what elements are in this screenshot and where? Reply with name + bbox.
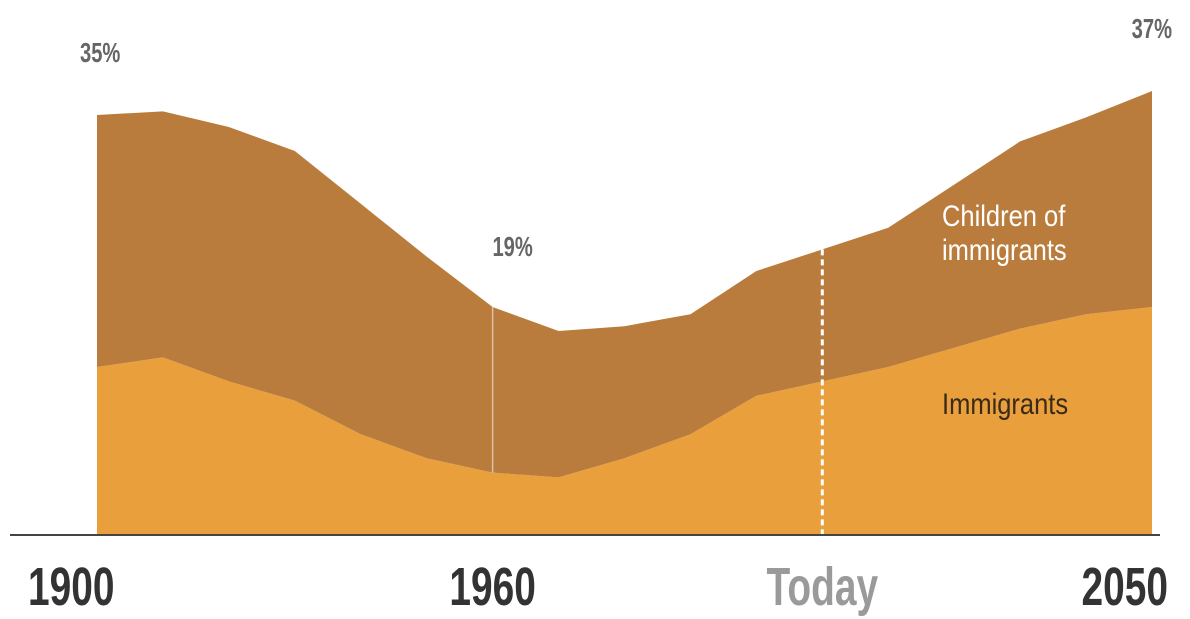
x-tick-label: 1900 xyxy=(28,556,114,617)
series-label: Children of immigrants xyxy=(942,200,1067,267)
x-tick-label: 1960 xyxy=(449,556,535,617)
x-tick-label: Today xyxy=(767,556,879,617)
total-label: 19% xyxy=(492,232,533,263)
x-tick-label: 2050 xyxy=(1082,556,1168,617)
area xyxy=(97,91,1152,478)
series-label: Immigrants xyxy=(942,388,1069,421)
total-label: 35% xyxy=(80,38,121,69)
total-label: 37% xyxy=(1132,14,1173,45)
area xyxy=(97,307,1152,535)
